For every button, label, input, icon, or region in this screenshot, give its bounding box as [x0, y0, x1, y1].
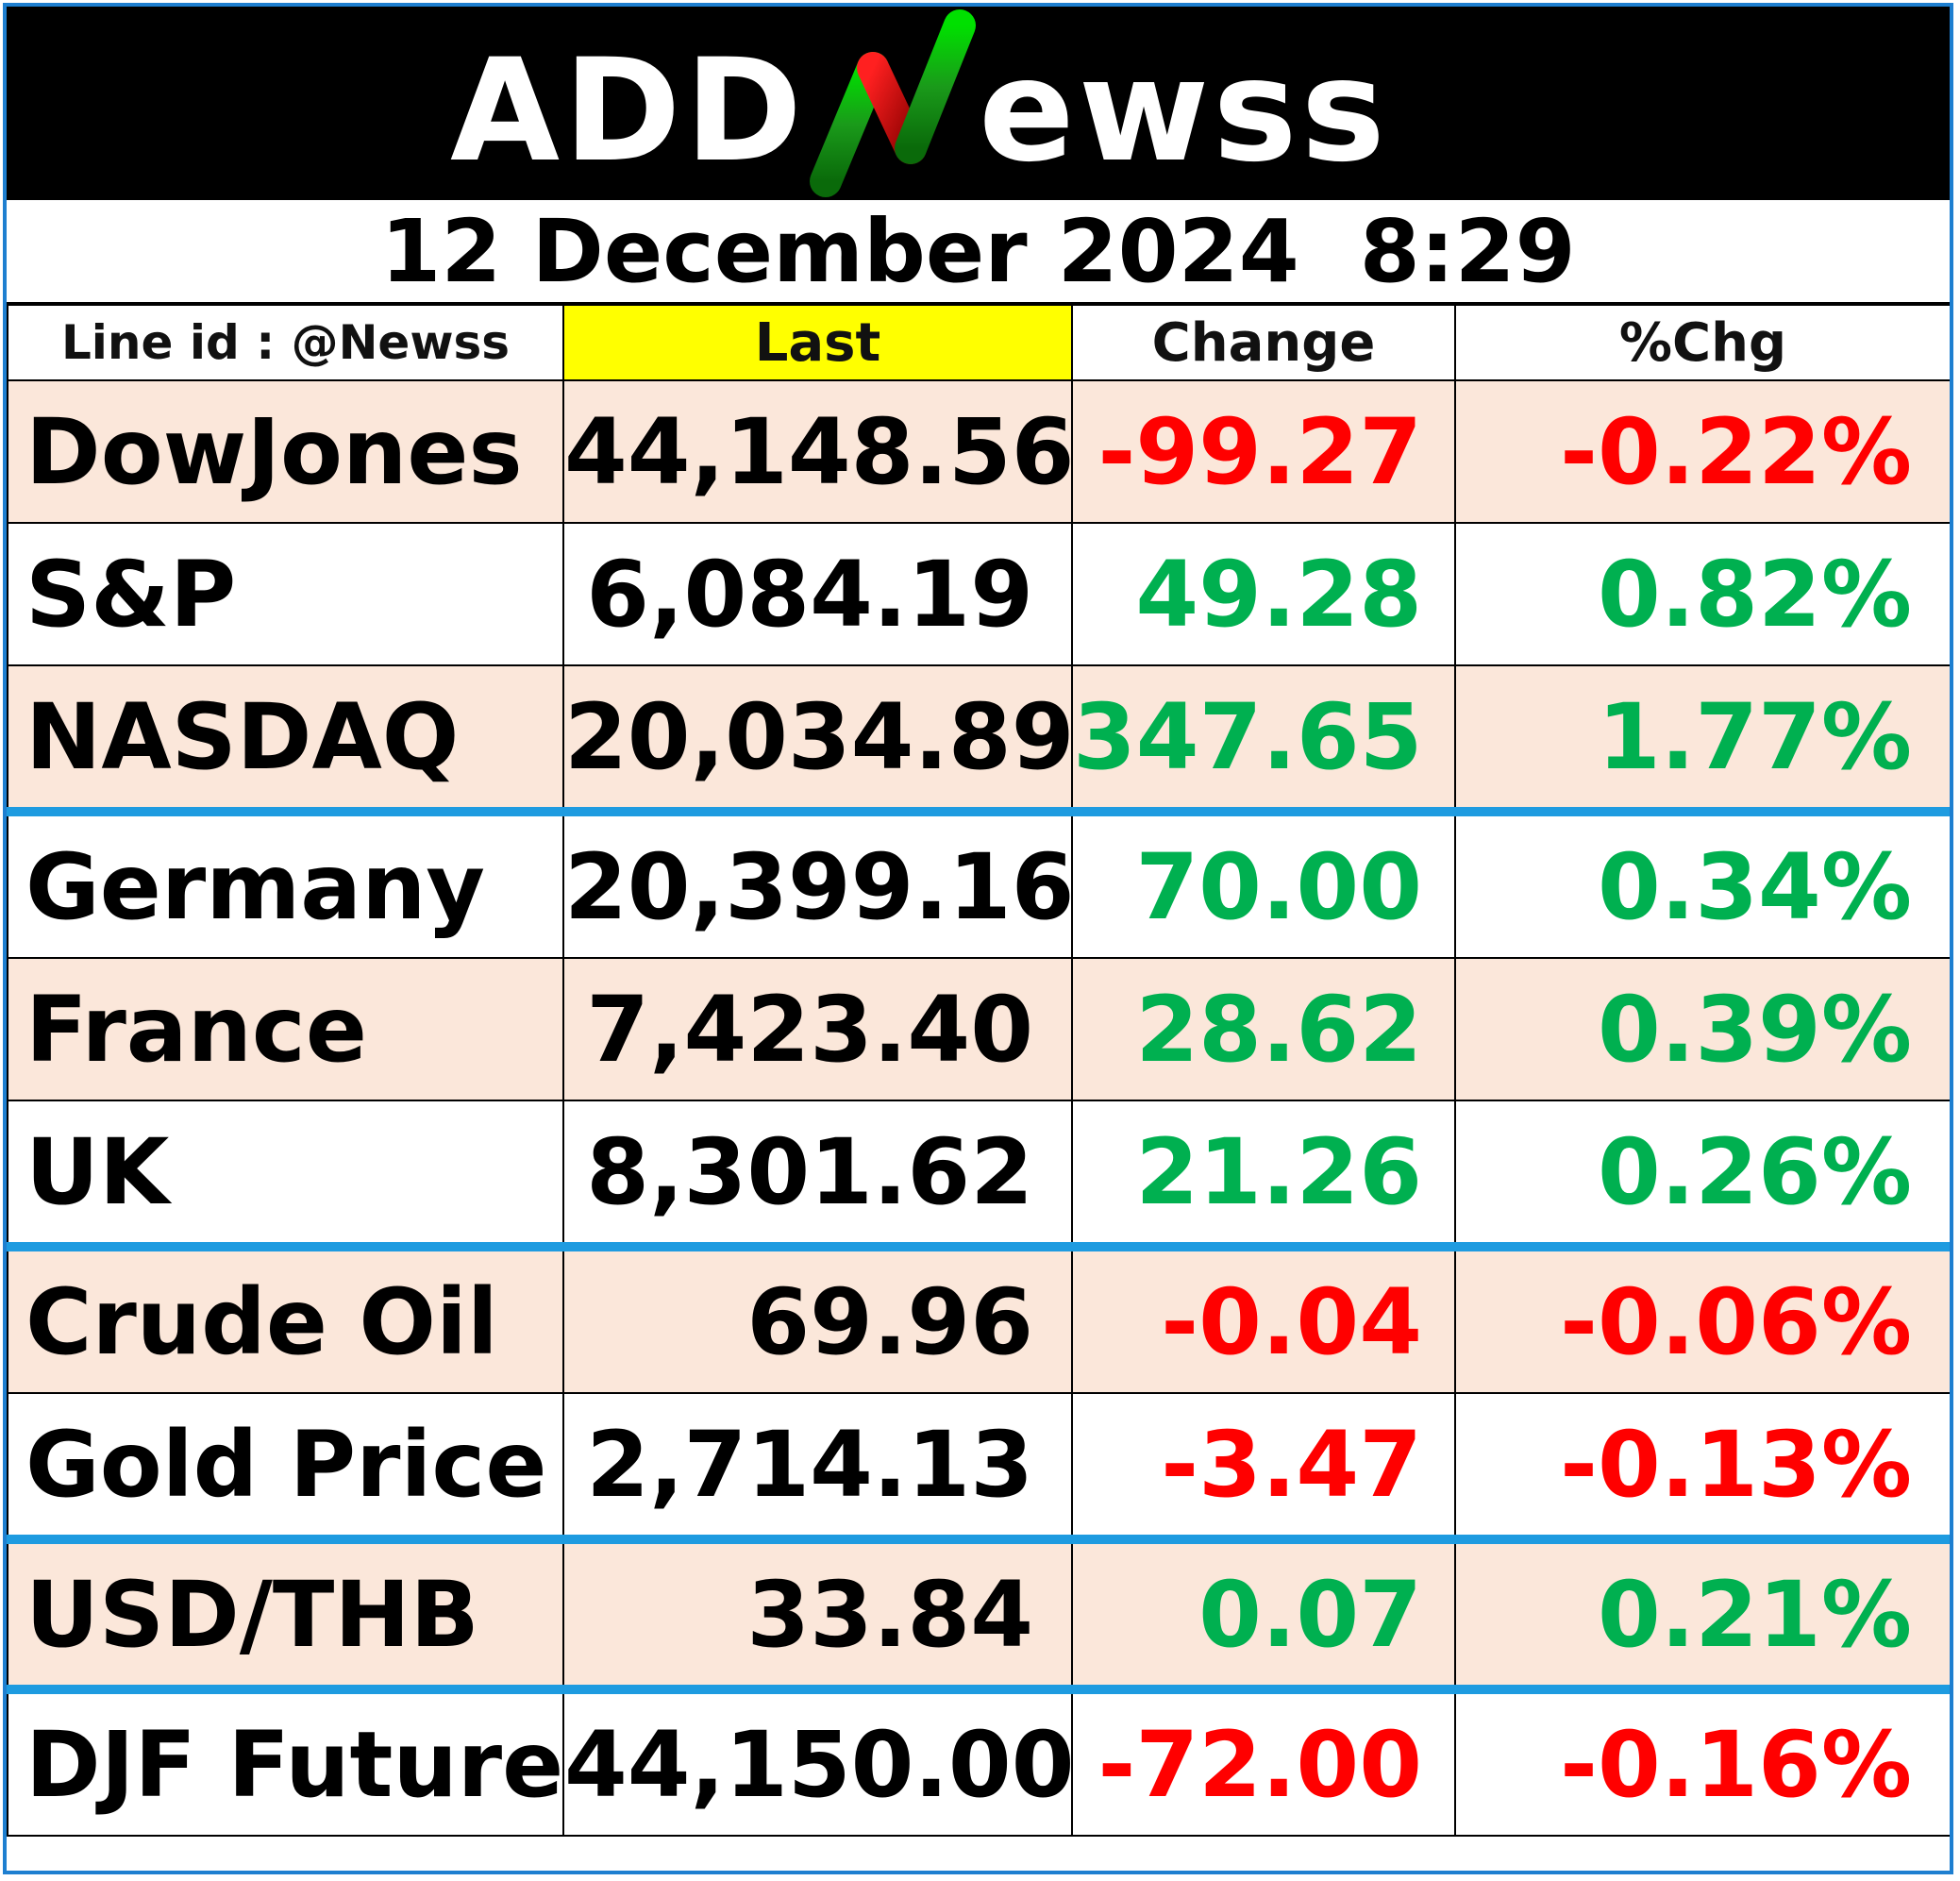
last-value: 44,150.00 [562, 1685, 1073, 1837]
change-value: 49.28 [1071, 522, 1456, 666]
last-value: 8,301.62 [562, 1100, 1073, 1248]
table-row: USD/THB 33.84 0.07 0.21% [7, 1535, 1950, 1690]
table-row: Germany 20,399.16 70.00 0.34% [7, 807, 1950, 959]
change-value: -72.00 [1071, 1685, 1456, 1837]
logo-text-left: ADD [450, 29, 806, 193]
change-value: -0.04 [1071, 1242, 1456, 1394]
table-row: DJF Future 44,150.00 -72.00 -0.16% [7, 1685, 1950, 1837]
change-value: 28.62 [1071, 957, 1456, 1101]
table-row: France 7,423.40 28.62 0.39% [7, 957, 1950, 1101]
pct-change-value: 0.82% [1454, 522, 1950, 666]
last-value: 7,423.40 [562, 957, 1073, 1101]
table-row: Gold Price 2,714.13 -3.47 -0.13% [7, 1392, 1950, 1540]
last-value: 20,399.16 [562, 807, 1073, 959]
last-value: 69.96 [562, 1242, 1073, 1394]
pct-change-value: -0.16% [1454, 1685, 1950, 1837]
pct-change-value: -0.22% [1454, 379, 1950, 524]
change-column-header: Change [1071, 304, 1456, 381]
last-value: 20,034.89 [562, 664, 1073, 813]
change-value: 70.00 [1071, 807, 1456, 959]
logo-text-right: ewss [979, 29, 1389, 193]
pct-change-value: 0.39% [1454, 957, 1950, 1101]
instrument-name: NASDAQ [7, 664, 564, 813]
change-value: 0.07 [1071, 1535, 1456, 1690]
change-value: 21.26 [1071, 1100, 1456, 1248]
instrument-name: Gold Price [7, 1392, 564, 1540]
table-row: DowJones 44,148.56 -99.27 -0.22% [7, 379, 1950, 524]
brand-header: ADD ewss [7, 7, 1950, 200]
instrument-name: Crude Oil [7, 1242, 564, 1394]
last-value: 44,148.56 [562, 379, 1073, 524]
last-value: 6,084.19 [562, 522, 1073, 666]
table-header-row: Line id : @Newss Last Change %Chg [7, 304, 1950, 381]
pct-change-column-header: %Chg [1454, 304, 1950, 381]
change-value: 347.65 [1071, 664, 1456, 813]
instrument-name: S&P [7, 522, 564, 666]
table-row: S&P 6,084.19 49.28 0.82% [7, 522, 1950, 666]
pct-change-value: -0.06% [1454, 1242, 1950, 1394]
pct-change-value: 0.26% [1454, 1100, 1950, 1248]
table-row: NASDAQ 20,034.89 347.65 1.77% [7, 664, 1950, 813]
instrument-name: Germany [7, 807, 564, 959]
instrument-name: UK [7, 1100, 564, 1248]
pct-change-value: 1.77% [1454, 664, 1950, 813]
pct-change-value: 0.21% [1454, 1535, 1950, 1690]
instrument-name: DowJones [7, 379, 564, 524]
pct-change-value: -0.13% [1454, 1392, 1950, 1540]
table-row: UK 8,301.62 21.26 0.26% [7, 1100, 1950, 1248]
line-id-header: Line id : @Newss [7, 304, 564, 381]
table-row: Crude Oil 69.96 -0.04 -0.06% [7, 1242, 1950, 1394]
last-column-header: Last [562, 304, 1073, 381]
pct-change-value: 0.34% [1454, 807, 1950, 959]
instrument-name: USD/THB [7, 1535, 564, 1690]
quote-board: ADD ewss 12 December 2024 8:29 Line id :… [3, 3, 1953, 1874]
last-value: 33.84 [562, 1535, 1073, 1690]
quotes-table: Line id : @Newss Last Change %Chg DowJon… [7, 304, 1950, 1837]
logo-n-mark [810, 9, 976, 197]
instrument-name: France [7, 957, 564, 1101]
brand-logo: ADD ewss [7, 7, 1950, 200]
change-value: -99.27 [1071, 379, 1456, 524]
last-value: 2,714.13 [562, 1392, 1073, 1540]
date-time: 12 December 2024 8:29 [7, 200, 1950, 304]
instrument-name: DJF Future [7, 1685, 564, 1837]
change-value: -3.47 [1071, 1392, 1456, 1540]
